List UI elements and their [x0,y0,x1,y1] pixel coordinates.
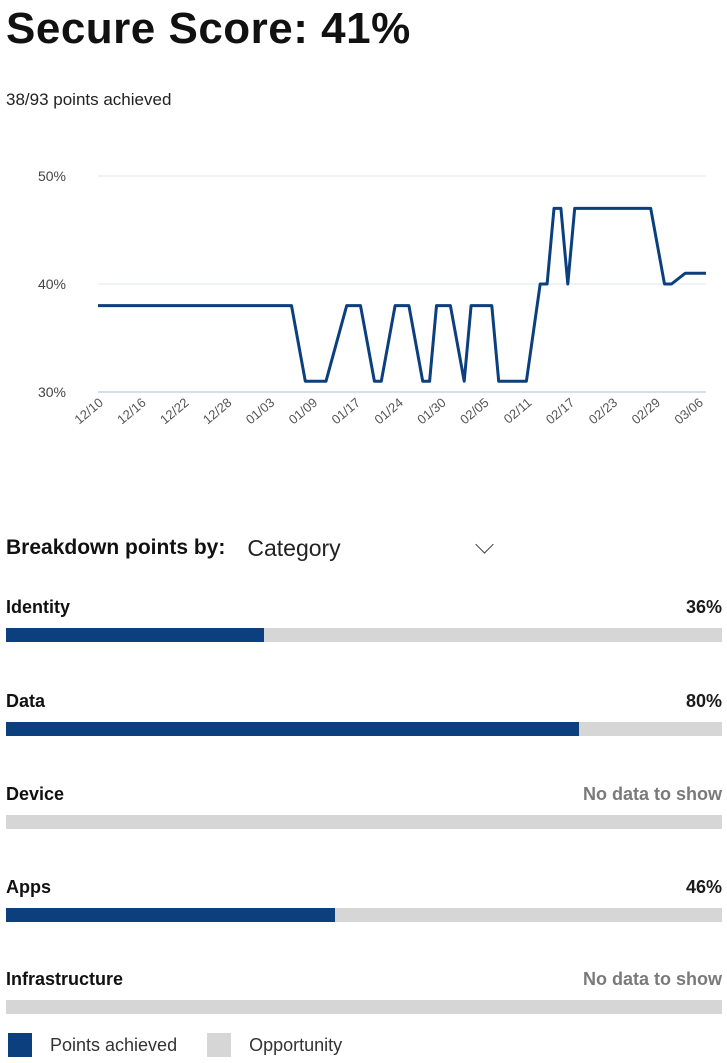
x-tick-label: 12/16 [114,395,149,427]
x-tick-label: 01/09 [286,395,321,427]
category-apps[interactable]: Apps 46% [6,874,722,922]
points-achieved-fill [6,908,336,922]
points-summary: 38/93 points achieved [6,90,172,109]
breakdown-control: Breakdown points by: Category [6,530,566,566]
category-name: Device [6,783,65,804]
breakdown-dropdown[interactable]: Category [247,531,497,565]
legend: Points achieved Opportunity [8,1033,342,1057]
category-no-data: No data to show [583,968,722,989]
x-tick-label: 12/10 [71,395,106,427]
score-series-line [98,206,706,383]
secure-score-chart: 30%40%50%12/10 12/16 12/22 12/28 01/03 01/09 0… [38,168,706,427]
x-tick-label: 02/05 [457,395,492,427]
breakdown-selected-value: Category [247,534,341,561]
category-name: Apps [6,876,51,897]
category-name: Infrastructure [6,968,124,989]
x-tick-label: 12/22 [157,395,192,427]
y-tick-label: 40% [38,276,66,292]
breakdown-label: Breakdown points by: [6,536,226,559]
category-no-data: No data to show [583,783,722,804]
x-tick-label: 03/06 [671,395,706,427]
legend-opportunity: Opportunity [207,1033,342,1057]
x-tick-label: 01/17 [328,395,363,427]
category-bar [6,908,722,922]
y-tick-label: 30% [38,384,66,400]
category-name: Data [6,690,46,711]
category-identity[interactable]: Identity 36% [6,594,722,642]
category-bar [6,1000,722,1014]
x-tick-label: 02/11 [501,395,535,427]
category-percent: 36% [685,596,722,617]
legend-achieved-label: Points achieved [50,1034,178,1055]
category-data[interactable]: Data 80% [6,688,722,736]
category-percent: 80% [685,690,722,711]
category-device[interactable]: Device No data to show [6,781,722,829]
legend-achieved: Points achieved [8,1033,177,1057]
x-tick-label: 02/29 [628,395,663,427]
category-bar [6,815,722,829]
x-tick-label: 12/28 [200,395,235,427]
x-tick-label: 02/17 [543,395,578,427]
category-name: Identity [6,596,71,617]
opportunity-swatch [207,1033,232,1057]
y-tick-label: 50% [38,168,66,184]
points-achieved-fill [6,628,264,642]
category-infrastructure[interactable]: Infrastructure No data to show [6,966,722,1014]
x-tick-label: 01/24 [371,395,406,427]
achieved-swatch [8,1033,32,1057]
points-achieved-fill [6,722,579,736]
x-tick-label: 02/23 [586,395,621,427]
x-tick-label: 01/03 [243,395,278,427]
x-tick-label: 01/30 [414,395,449,427]
category-bar [6,722,722,736]
category-bar [6,628,722,642]
category-percent: 46% [685,876,722,897]
chevron-down-icon [475,534,495,554]
page-title: Secure Score: 41% [6,4,411,53]
legend-opportunity-label: Opportunity [249,1034,343,1055]
